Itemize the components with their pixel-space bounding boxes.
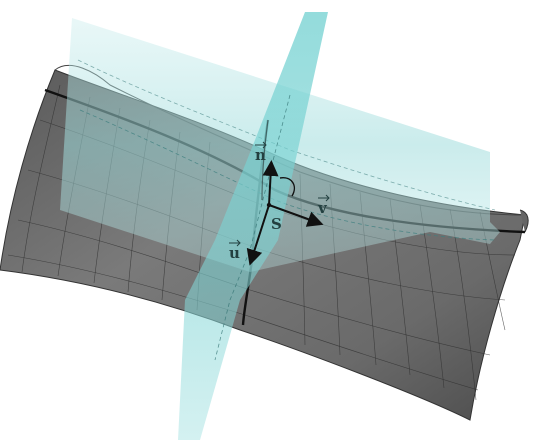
- normal-vector-arrow: [262, 160, 279, 206]
- tangent-u-arrow: [246, 204, 270, 266]
- tangent-v-arrow: [268, 204, 324, 227]
- vector-overlines: [229, 141, 330, 247]
- vectors: [246, 160, 324, 266]
- label-point-s: S: [271, 215, 282, 233]
- label-tangent-v: v: [317, 199, 328, 217]
- normal-plane-u: [178, 12, 328, 440]
- label-normal-vector: n: [255, 146, 266, 164]
- label-tangent-u: u: [229, 244, 240, 262]
- point-s-marker: [266, 202, 272, 208]
